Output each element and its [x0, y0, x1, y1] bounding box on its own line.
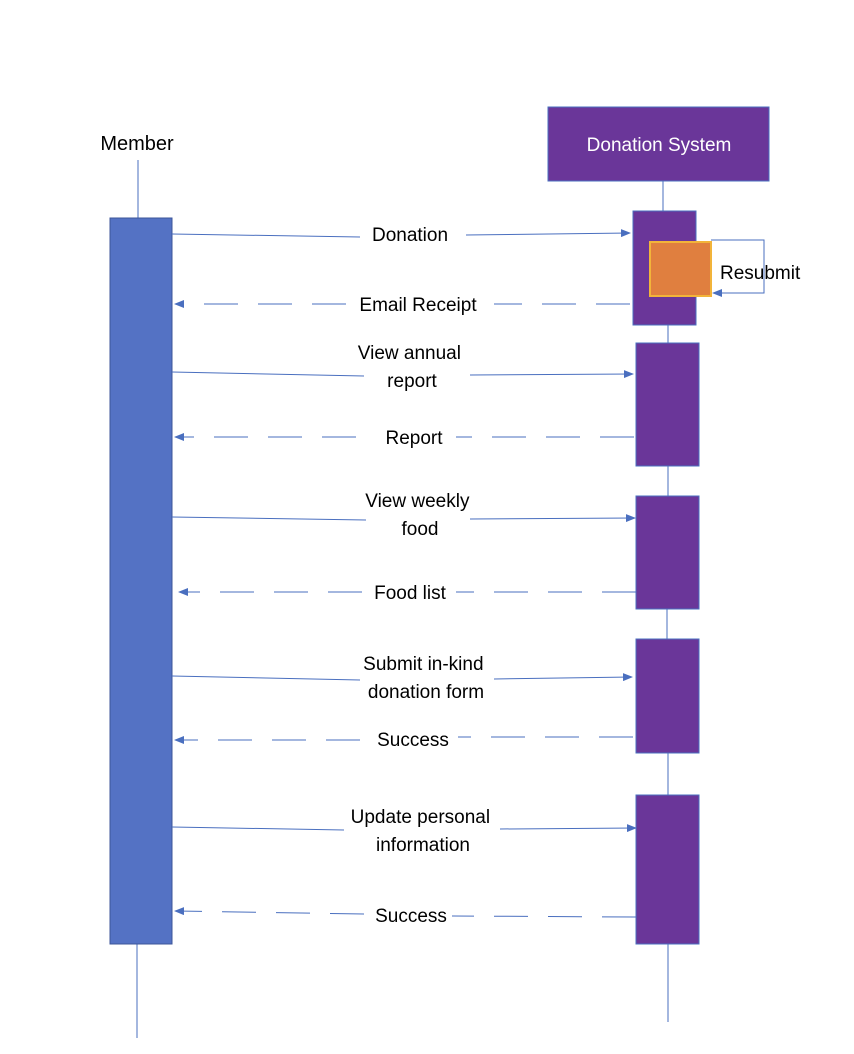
message-arrow-update-info-b — [499, 824, 637, 833]
system-activation-3 — [635, 495, 700, 610]
system-participant-box — [547, 106, 770, 182]
message-label-success-2: Success — [375, 906, 447, 927]
message-label-success-1: Success — [377, 730, 449, 751]
message-label-annual-report: View annual report — [358, 343, 466, 392]
system-activation-2 — [635, 342, 700, 467]
message-arrow-success-2-a — [451, 915, 637, 918]
message-arrow-success-2-b — [174, 907, 365, 916]
message-label-food-list: Food list — [374, 583, 447, 604]
self-call-box — [649, 241, 712, 297]
message-arrow-update-info-a — [171, 826, 345, 831]
message-label-annual-report-text-line2: report — [387, 371, 437, 392]
message-arrow-donation-a — [171, 233, 361, 238]
message-arrow-annual-report-a — [171, 371, 365, 377]
system-activation-4 — [635, 638, 700, 754]
message-label-email-receipt: Email Receipt — [359, 295, 477, 316]
message-arrow-inkind-b — [493, 673, 633, 682]
message-label-weekly-food: View weekly food — [365, 491, 474, 540]
self-call-label: Resubmit — [720, 263, 801, 284]
message-arrow-weekly-food-a — [171, 516, 367, 521]
message-arrow-donation-b — [465, 229, 631, 238]
message-label-donation: Donation — [372, 225, 448, 246]
message-arrow-inkind-a — [171, 675, 361, 681]
system-activation-5 — [635, 794, 700, 945]
message-label-inkind-text-line2: donation form — [368, 682, 484, 703]
message-label-inkind-text: Submit in-kind — [363, 654, 483, 675]
system-participant-label: Donation System — [587, 135, 732, 156]
message-arrow-annual-report-b — [469, 370, 634, 379]
message-label-annual-report-text: View annual — [358, 343, 461, 364]
message-label-report: Report — [385, 428, 443, 449]
member-participant-label: Member — [100, 133, 174, 155]
member-activation-bar — [109, 217, 173, 945]
self-call-loop — [711, 239, 765, 297]
message-label-update-info-text-line2: information — [376, 835, 470, 856]
message-arrow-weekly-food-b — [469, 514, 636, 523]
message-label-update-info: Update personal information — [351, 807, 496, 856]
message-label-update-info-text: Update personal — [351, 807, 490, 828]
message-label-inkind: Submit in-kind donation form — [363, 654, 489, 703]
message-label-weekly-food-text: View weekly — [365, 491, 470, 512]
message-label-weekly-food-text-line2: food — [402, 519, 439, 540]
